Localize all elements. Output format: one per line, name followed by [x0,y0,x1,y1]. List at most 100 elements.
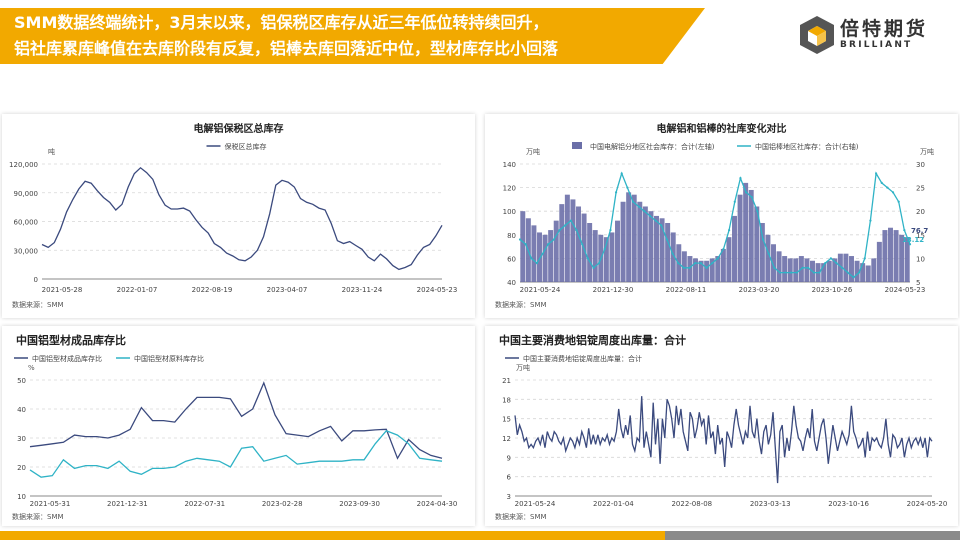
y-tick-label: 0 [34,276,38,284]
data-point [665,238,669,241]
data-source: 数据来源：SMM [495,300,547,309]
bar [637,201,643,282]
x-tick-label: 2023-03-13 [750,500,791,508]
bar [720,248,726,282]
bar [854,260,860,282]
data-point [688,266,691,269]
y2-tick-label: 20 [916,208,925,216]
x-tick-label: 2023-04-07 [267,286,308,294]
y2-tick-label: 30 [916,161,925,169]
data-point [677,262,680,265]
bar [748,189,754,282]
x-tick-label: 2021-05-24 [520,286,561,294]
bar [888,227,893,282]
data-point [812,271,816,274]
data-point [524,243,527,246]
data-point [711,262,714,265]
data-point [694,262,697,265]
y-tick-label: 30 [17,435,26,443]
x-tick-label: 2022-01-07 [117,286,158,294]
header-banner [0,8,705,64]
bar [687,256,693,282]
x-tick-label: 2022-08-11 [666,286,707,294]
x-tick-label: 2024-05-20 [907,500,948,508]
data-point [739,177,742,180]
x-tick-label: 2023-09-30 [339,500,380,508]
y-tick-label: 12 [502,435,511,443]
x-tick-label: 2023-03-20 [739,286,780,294]
x-tick-label: 2024-05-23 [885,286,926,294]
data-point [648,214,652,218]
data-point [671,252,674,255]
series-line [29,381,443,460]
data-point [558,228,561,232]
bar [665,223,671,282]
bar [642,206,648,282]
data-point [761,238,765,241]
bar [659,218,665,282]
bar [765,234,771,282]
data-point [564,224,567,227]
y-axis-unit: 万吨 [526,147,540,156]
weekly-outbound-chart: 中国主要消费地铝锭周度出库量：合计中国主要消费地铝锭周度出库量：合计万吨3691… [495,333,948,521]
data-point [778,271,782,274]
legend-label: 保税区总库存 [225,142,267,151]
bar [759,223,765,282]
data-point [620,172,623,175]
x-tick-label: 2023-10-26 [812,286,853,294]
data-point [603,247,606,251]
data-point [818,271,821,274]
bar [548,230,554,282]
bar [648,211,654,282]
x-tick-label: 2024-04-30 [417,500,458,508]
series-line [29,430,443,478]
cube-logo-icon [800,16,834,54]
x-tick-label: 2022-08-08 [671,500,712,508]
y-axis-unit: 吨 [48,147,55,156]
data-point [626,186,629,189]
data-point [784,271,787,274]
series-line [514,396,933,484]
data-point [609,228,612,232]
bar [737,194,743,282]
chart-title: 中国主要消费地铝锭周度出库量：合计 [499,333,686,347]
footer-bar-dark [665,531,960,540]
bar [849,256,854,282]
x-tick-label: 2021-05-24 [515,500,556,508]
bar [615,220,620,282]
y2-tick-label: 10 [916,255,925,263]
data-point [535,262,539,265]
bar [537,232,542,282]
legend-swatch [572,142,582,149]
bar [821,263,827,282]
data-point [874,172,878,175]
bar [704,260,710,282]
bar [871,258,877,282]
y-tick-label: 15 [502,416,511,424]
footer-bar [0,531,665,540]
data-point [846,271,849,274]
bar [559,204,565,282]
y-tick-label: 30,000 [14,247,39,255]
data-label: 76.7 [911,227,928,235]
bar [570,199,576,282]
bar [620,201,626,282]
data-point [869,219,872,222]
bar [843,253,849,282]
bar [899,234,905,282]
y-tick-label: 100 [503,208,516,216]
y2-tick-label: 5 [916,279,920,287]
data-point [767,252,770,255]
bar [681,251,687,282]
data-point [614,191,618,194]
data-point [863,257,866,260]
bar [804,258,810,282]
y-tick-label: 90,000 [14,190,39,198]
bar [576,206,581,282]
y-tick-label: 40 [17,406,26,414]
bar [726,237,732,282]
y2-tick-label: 25 [916,185,925,193]
